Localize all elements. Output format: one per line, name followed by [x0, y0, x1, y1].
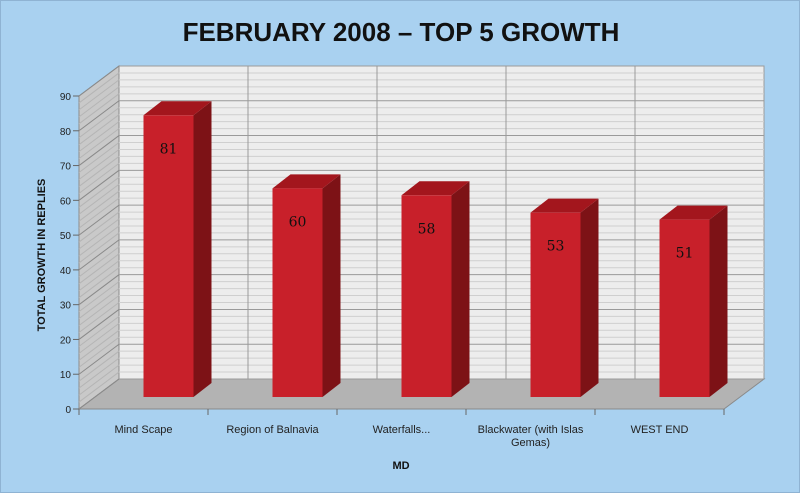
- bar-top: [659, 205, 728, 220]
- y-tick-label: 60: [60, 196, 72, 207]
- bar-front: [272, 188, 323, 397]
- side-gridline: [78, 260, 120, 292]
- x-category-label: Waterfalls...: [373, 424, 431, 436]
- bars: 81 60 58 53 51: [143, 101, 728, 398]
- side-gridline: [78, 156, 120, 187]
- side-gridline: [78, 162, 120, 194]
- bar-top: [530, 198, 599, 213]
- data-label: 53: [547, 239, 565, 255]
- y-tick-label: 20: [60, 335, 72, 346]
- bar-5: 51: [659, 205, 728, 397]
- side-gridline: [78, 79, 120, 111]
- side-gridline: [78, 239, 120, 271]
- side-gridline: [78, 100, 120, 132]
- bar-front: [401, 195, 452, 397]
- y-tick-label: 40: [60, 266, 72, 277]
- x-axis-categories: Mind Scape Region of Balnavia Waterfalls..…: [78, 409, 725, 449]
- side-gridline: [78, 246, 120, 278]
- side-gridline: [78, 211, 120, 243]
- bar-top: [272, 174, 341, 189]
- bar-4: 53: [530, 198, 599, 397]
- side-gridline: [78, 274, 120, 306]
- bar-front: [659, 219, 710, 397]
- data-label: 60: [289, 214, 307, 230]
- side-gridline: [78, 253, 120, 285]
- side-gridline: [78, 218, 120, 250]
- y-tick-label: 80: [60, 127, 72, 138]
- side-gridline: [78, 86, 120, 118]
- side-gridline: [78, 357, 120, 389]
- bar-side: [322, 174, 341, 397]
- side-gridline: [78, 190, 120, 222]
- y-tick-label: 90: [60, 92, 72, 103]
- side-gridline: [78, 364, 120, 396]
- y-axis-ticks: 0 10 20 30 40 50 60 70 80 90: [60, 92, 79, 416]
- bar-side: [193, 101, 212, 398]
- y-axis-title: TOTAL GROWTH IN REPLIES: [36, 179, 48, 332]
- x-category-label: Region of Balnavia: [226, 424, 319, 436]
- side-gridline: [78, 281, 120, 313]
- bar-side: [580, 198, 599, 397]
- side-gridline: [78, 336, 120, 368]
- side-gridline: [78, 350, 120, 382]
- side-gridline: [78, 295, 120, 326]
- side-gridline: [78, 65, 120, 97]
- side-gridline: [78, 267, 120, 299]
- y-tick-label: 50: [60, 231, 72, 242]
- y-tick-label: 0: [65, 405, 71, 416]
- bar-front: [143, 115, 194, 398]
- side-gridline: [78, 72, 120, 104]
- bar-side: [451, 181, 470, 397]
- x-category-label: Mind Scape: [114, 424, 172, 436]
- bar-top: [143, 101, 212, 116]
- side-gridline: [78, 128, 120, 160]
- side-gridline: [78, 309, 120, 340]
- bar-front: [530, 212, 581, 397]
- data-label: 51: [676, 246, 694, 262]
- chart-title: FEBRUARY 2008 – TOP 5 GROWTH: [183, 17, 620, 47]
- side-gridline: [78, 183, 120, 215]
- side-gridline: [78, 204, 120, 236]
- y-tick-label: 30: [60, 301, 72, 312]
- side-gridline: [78, 197, 120, 229]
- x-category-label: Blackwater (with Islas Gemas): [478, 424, 584, 449]
- x-category-label: WEST END: [631, 424, 689, 436]
- side-gridline: [78, 176, 120, 208]
- side-gridline: [78, 107, 120, 139]
- side-gridline: [78, 371, 120, 403]
- side-gridline: [78, 343, 120, 375]
- bar-top: [401, 181, 470, 196]
- side-gridline: [78, 288, 120, 319]
- side-gridline: [78, 322, 120, 354]
- side-gridline: [78, 378, 120, 410]
- y-tick-label: 70: [60, 162, 72, 173]
- bar-3: 58: [401, 181, 470, 397]
- side-gridline: [78, 121, 120, 153]
- side-gridline: [78, 169, 120, 201]
- side-gridline: [78, 93, 120, 125]
- side-gridline: [78, 315, 120, 347]
- side-gridline: [78, 232, 120, 264]
- side-gridline: [78, 149, 120, 180]
- data-label: 81: [160, 141, 178, 157]
- side-gridline: [78, 142, 120, 173]
- side-gridline: [78, 329, 120, 361]
- side-gridline: [78, 225, 120, 257]
- bar-1: 81: [143, 101, 212, 398]
- y-tick-label: 10: [60, 370, 72, 381]
- bar-2: 60: [272, 174, 341, 397]
- side-gridline: [78, 302, 120, 333]
- x-axis-title: MD: [392, 460, 409, 472]
- bar-side: [709, 205, 728, 397]
- data-label: 58: [418, 221, 436, 237]
- side-gridline: [78, 135, 120, 166]
- side-gridline: [78, 114, 120, 146]
